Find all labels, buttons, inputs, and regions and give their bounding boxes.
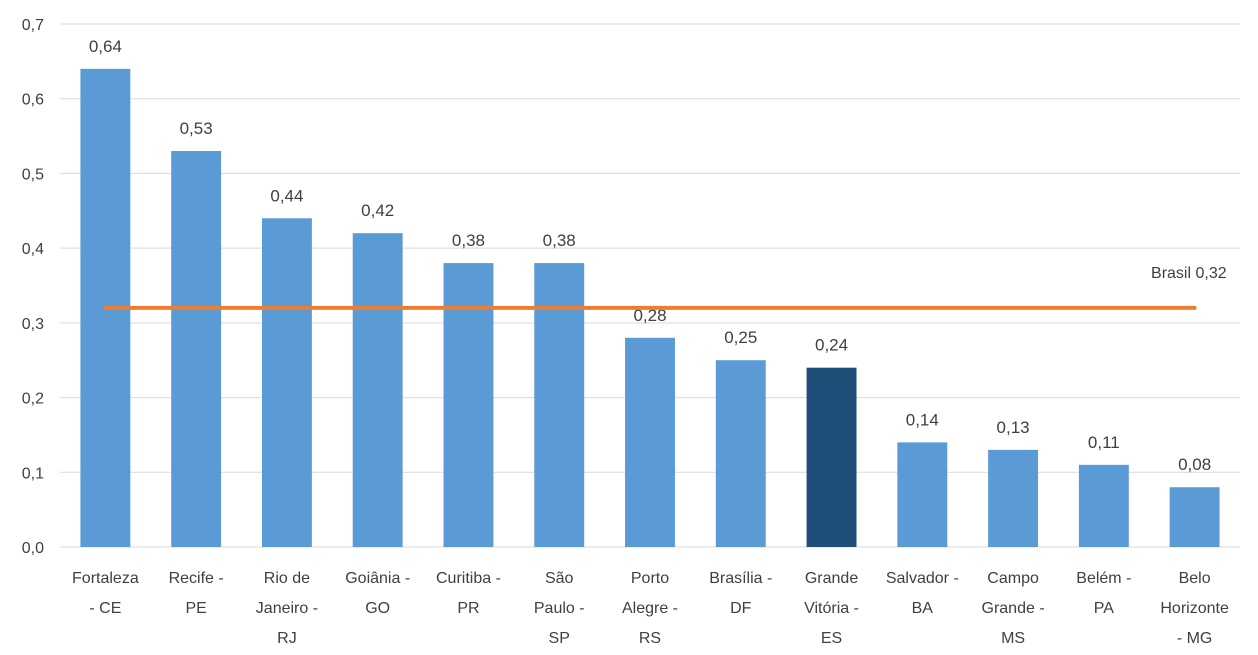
bar [988, 449, 1039, 547]
bar [897, 442, 948, 547]
data-label: 0,64 [89, 37, 122, 56]
category-label: Campo Grande -MS [982, 570, 1045, 647]
data-label: 0,13 [997, 418, 1030, 437]
category-label: Brasília -DF [709, 570, 772, 617]
y-tick-label: 0,3 [22, 316, 44, 333]
data-label: 0,25 [724, 328, 757, 347]
data-labels: 0,64 0,53 0,44 0,42 0,38 0,38 0,28 0,25 0,24 0,14… [89, 37, 1211, 474]
category-label: Rio de Janeiro -RJ [256, 570, 318, 647]
y-tick-label: 0,4 [22, 241, 44, 258]
data-label: 0,08 [1178, 455, 1211, 474]
category-label: Porto Alegre -RS [622, 570, 678, 647]
bar [443, 263, 494, 547]
data-label: 0,14 [906, 410, 939, 429]
data-label: 0,53 [180, 119, 213, 138]
y-tick-label: 0,6 [22, 92, 44, 109]
bar [534, 263, 585, 547]
bar [1078, 464, 1129, 547]
reference-line-group: Brasil 0,32 [103, 265, 1227, 310]
bar [715, 360, 766, 547]
reference-line-label: Brasil 0,32 [1151, 265, 1227, 282]
bar-highlighted [806, 367, 857, 547]
category-label: Belo Horizonte - MG [1160, 570, 1229, 647]
bar [261, 218, 312, 547]
data-label: 0,42 [361, 201, 394, 220]
data-label: 0,11 [1088, 433, 1120, 452]
data-label: 0,44 [270, 186, 303, 205]
category-label: Grande Vitória -ES [804, 570, 859, 647]
bars [80, 68, 1220, 547]
bar [1169, 487, 1220, 547]
category-label: Goiânia -GO [345, 570, 410, 617]
y-tick-label: 0,0 [22, 540, 44, 557]
category-label: Salvador -BA [886, 570, 959, 617]
y-tick-label: 0,7 [22, 17, 44, 34]
y-tick-label: 0,1 [22, 465, 44, 482]
category-label: Belém -PA [1076, 570, 1131, 617]
category-label: São Paulo -SP [534, 570, 585, 647]
data-label: 0,28 [633, 306, 666, 325]
x-axis-category-labels: Fortaleza - CE Recife -PE Rio de Janeiro -RJ… [72, 570, 1229, 647]
category-label: Fortaleza - CE [72, 570, 139, 617]
data-label: 0,38 [543, 231, 576, 250]
y-axis-tick-labels: 0,0 0,1 0,2 0,3 0,4 0,5 0,6 0,7 [22, 17, 44, 557]
data-label: 0,38 [452, 231, 485, 250]
y-tick-label: 0,5 [22, 166, 44, 183]
data-label: 0,24 [815, 336, 848, 355]
category-label: Recife -PE [169, 570, 224, 617]
y-tick-label: 0,2 [22, 391, 44, 408]
category-label: Curitiba -PR [436, 570, 501, 617]
bar [352, 233, 403, 547]
bar [625, 337, 675, 547]
bar [171, 151, 222, 547]
